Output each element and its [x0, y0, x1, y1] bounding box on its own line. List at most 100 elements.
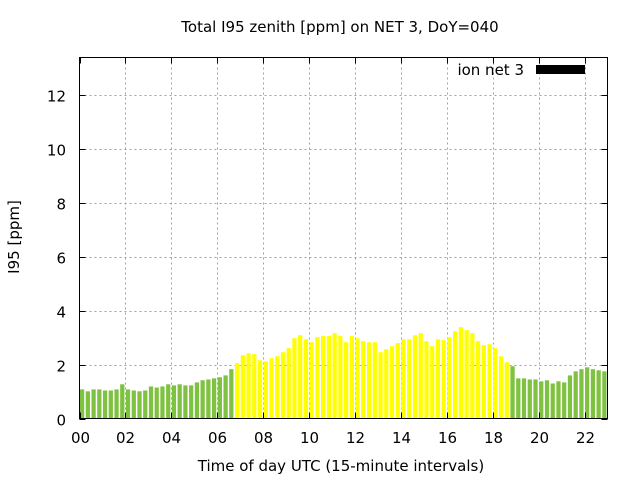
x-tick-label: 20 [530, 429, 549, 447]
x-tick-label: 06 [208, 429, 227, 447]
chart-title: Total I95 zenith [ppm] on NET 3, DoY=040 [180, 18, 498, 36]
bar [338, 336, 343, 419]
x-tick-label: 02 [116, 429, 135, 447]
bar [292, 338, 297, 419]
bar [378, 352, 383, 419]
bar [395, 343, 400, 419]
bar [229, 369, 234, 419]
bar [194, 382, 200, 419]
grid [79, 57, 608, 419]
bar [447, 337, 452, 419]
bar [246, 353, 251, 419]
bar [234, 363, 240, 419]
bar [544, 380, 550, 419]
bar [344, 342, 349, 419]
bar [177, 384, 182, 419]
y-axis-label: I95 [ppm] [5, 200, 23, 274]
bar [223, 375, 228, 419]
bar [384, 349, 389, 419]
bar [269, 358, 274, 419]
bar [114, 389, 119, 419]
bar [590, 369, 596, 419]
bar [539, 381, 544, 419]
bar [252, 354, 257, 419]
bar [585, 367, 590, 419]
bar [143, 390, 148, 419]
x-tick-label: 14 [392, 429, 411, 447]
bar [189, 385, 194, 419]
x-tick-label: 18 [484, 429, 503, 447]
bar [200, 380, 205, 419]
bar [430, 346, 435, 419]
bar [556, 381, 561, 419]
bar [97, 389, 102, 419]
bar [298, 335, 303, 419]
bar [206, 379, 211, 419]
bars [80, 327, 607, 419]
legend-label: ion net 3 [457, 61, 524, 79]
y-tick-label: 12 [47, 88, 66, 106]
bar [521, 378, 527, 419]
bar [493, 348, 498, 419]
bar [435, 339, 441, 419]
bar [533, 379, 538, 419]
bar [441, 340, 446, 419]
x-tick-label: 22 [576, 429, 595, 447]
bar [579, 369, 584, 419]
y-tick-label: 0 [56, 412, 66, 430]
bar [102, 390, 108, 419]
bar [372, 342, 377, 419]
bar [326, 336, 332, 419]
bar [137, 391, 142, 419]
x-tick-label: 00 [71, 429, 90, 447]
bar [424, 341, 429, 419]
bar [602, 371, 607, 419]
bar [171, 385, 177, 419]
bar [527, 379, 532, 419]
bar [355, 338, 360, 419]
bar [510, 366, 515, 419]
bar [476, 341, 481, 419]
bar [321, 336, 326, 419]
bar [401, 339, 406, 419]
bar [361, 341, 366, 419]
bar [212, 378, 217, 419]
bar [332, 333, 337, 419]
bar [481, 345, 486, 419]
bar [263, 361, 268, 419]
bar [418, 333, 423, 419]
bar [91, 389, 96, 419]
bar [504, 362, 509, 419]
bar [108, 390, 113, 419]
bar [349, 336, 354, 419]
bar [85, 391, 90, 419]
bar [125, 389, 131, 419]
bar [315, 337, 320, 419]
x-tick-label: 16 [438, 429, 457, 447]
y-tick-label: 6 [56, 250, 66, 268]
bar [80, 389, 85, 419]
x-tick-label: 08 [254, 429, 273, 447]
y-tick-label: 4 [56, 304, 66, 322]
bar [280, 352, 286, 419]
bar [257, 360, 263, 419]
bar [412, 335, 418, 419]
y-tick-label: 10 [47, 142, 66, 160]
bar [458, 327, 464, 419]
legend-swatch [536, 65, 585, 74]
bar [309, 342, 314, 419]
y-tick-label: 8 [56, 196, 66, 214]
bar [470, 333, 475, 419]
bar [286, 348, 291, 419]
bar [453, 331, 458, 419]
bar [275, 356, 280, 419]
bar [303, 339, 309, 419]
bar [596, 370, 601, 419]
bar [562, 382, 567, 419]
bar [166, 384, 171, 419]
bar [366, 342, 372, 419]
bar [487, 344, 492, 419]
x-tick-label: 04 [162, 429, 181, 447]
bar [464, 330, 469, 419]
